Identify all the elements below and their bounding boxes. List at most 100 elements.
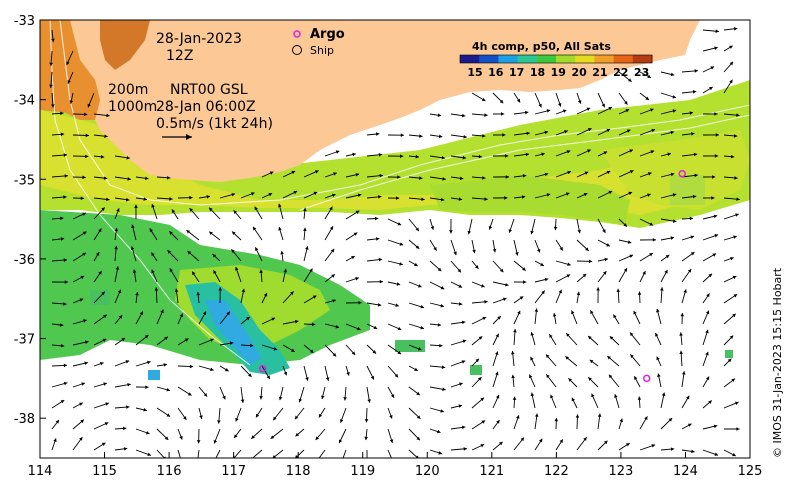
current-vector-head bbox=[691, 132, 695, 136]
current-vector-head bbox=[415, 455, 419, 458]
current-vector-head bbox=[293, 190, 298, 195]
current-vector-head bbox=[690, 235, 695, 239]
current-vector-head bbox=[458, 197, 463, 201]
current-vector-head bbox=[99, 362, 104, 366]
current-vector-head bbox=[651, 128, 656, 133]
current-vector-head bbox=[316, 459, 319, 463]
current-vector-head bbox=[79, 437, 83, 441]
current-vector-head bbox=[733, 235, 737, 239]
current-vector-head bbox=[335, 150, 340, 154]
current-vector-head bbox=[229, 341, 234, 345]
current-vector-head bbox=[523, 280, 527, 284]
current-vector-head bbox=[488, 225, 493, 230]
current-vector-head bbox=[478, 336, 483, 340]
current-vector-head bbox=[680, 313, 685, 317]
current-vector-head bbox=[101, 291, 105, 296]
sst-field bbox=[40, 20, 750, 380]
current-vector-head bbox=[121, 337, 126, 342]
current-vector-head bbox=[271, 317, 276, 321]
current-vector-head bbox=[656, 356, 660, 361]
current-vector-head bbox=[83, 112, 88, 117]
current-vector-head bbox=[642, 271, 646, 275]
colorbar-frame bbox=[459, 54, 653, 64]
current-vector-head bbox=[495, 371, 499, 376]
current-vector-head bbox=[166, 387, 170, 392]
current-vector-head bbox=[601, 103, 605, 108]
current-vector-head bbox=[534, 413, 539, 417]
current-vector-head bbox=[59, 323, 64, 327]
current-vector-head bbox=[647, 74, 651, 78]
date-label: 28-Jan-2023 bbox=[156, 31, 242, 47]
current-vector-head bbox=[649, 222, 654, 226]
current-vector-head bbox=[202, 311, 207, 316]
current-vector-head bbox=[530, 356, 534, 361]
current-vector-head bbox=[103, 382, 107, 386]
current-vector-head bbox=[637, 291, 642, 295]
current-vector-head bbox=[583, 437, 587, 441]
current-vector-head bbox=[484, 300, 488, 304]
current-vector-head bbox=[367, 399, 371, 403]
current-vector-head bbox=[106, 197, 110, 202]
current-vector-head bbox=[519, 296, 524, 300]
current-vector-head bbox=[184, 338, 189, 342]
current-vector-head bbox=[127, 177, 131, 181]
current-vector-head bbox=[712, 175, 716, 179]
x-tick-label: 114 bbox=[28, 464, 53, 479]
current-vector-head bbox=[626, 129, 631, 133]
current-vector-head bbox=[416, 415, 421, 419]
current-vector-head bbox=[630, 332, 634, 337]
current-vector-head bbox=[85, 340, 89, 344]
current-vector-head bbox=[231, 249, 235, 253]
current-vector-head bbox=[458, 302, 463, 306]
current-vector-head bbox=[100, 155, 105, 159]
colorbar-tick-label: 17 bbox=[509, 66, 524, 79]
current-vector-head bbox=[481, 284, 485, 288]
current-vector-head bbox=[63, 302, 67, 306]
current-vector-head bbox=[603, 440, 608, 445]
current-vector-head bbox=[687, 423, 692, 427]
x-tick-label: 122 bbox=[544, 464, 569, 479]
current-vector-head bbox=[508, 229, 513, 233]
current-vector-head bbox=[705, 329, 709, 334]
current-vector-head bbox=[290, 291, 294, 295]
current-vector-head bbox=[437, 323, 442, 327]
current-vector-head bbox=[614, 394, 618, 398]
current-vector-head bbox=[394, 373, 399, 378]
current-vector-head bbox=[55, 419, 59, 424]
current-vector-head bbox=[332, 352, 337, 357]
current-vector-head bbox=[351, 351, 356, 355]
current-vector-head bbox=[440, 303, 444, 308]
current-vector-head bbox=[571, 397, 575, 402]
credit-label: © IMOS 31-Jan-2023 15:15 Hobart bbox=[771, 267, 784, 458]
current-vector-head bbox=[416, 436, 420, 441]
current-vector-head bbox=[652, 238, 656, 242]
current-vector-head bbox=[186, 230, 191, 234]
current-vector-head bbox=[335, 324, 340, 329]
current-vector-head bbox=[82, 252, 86, 257]
current-vector-head bbox=[144, 335, 149, 339]
current-vector-head bbox=[710, 66, 715, 70]
current-vector-head bbox=[670, 236, 675, 240]
current-vector-head bbox=[602, 271, 607, 275]
current-vector-head bbox=[709, 87, 713, 91]
current-vector-head bbox=[63, 195, 67, 199]
current-vector-head bbox=[278, 203, 282, 208]
scale-label: 0.5m/s (1kt 24h) bbox=[156, 116, 273, 132]
current-vector-head bbox=[333, 172, 337, 176]
current-vector-head bbox=[608, 106, 613, 111]
current-vector-head bbox=[189, 195, 193, 200]
current-vector-head bbox=[606, 128, 611, 133]
current-vector bbox=[387, 449, 392, 458]
current-vector-head bbox=[417, 347, 422, 351]
current-vector-head bbox=[607, 356, 611, 360]
current-vector-head bbox=[437, 267, 442, 272]
current-vector-head bbox=[734, 176, 738, 180]
y-tick-label: -38 bbox=[14, 412, 35, 427]
platform-legend: Argo Ship bbox=[292, 27, 345, 57]
current-vector-head bbox=[103, 176, 108, 180]
current-vector-head bbox=[729, 335, 734, 340]
current-vector-head bbox=[502, 133, 506, 137]
current-vector-head bbox=[481, 420, 486, 424]
current-vector-head bbox=[379, 279, 383, 284]
